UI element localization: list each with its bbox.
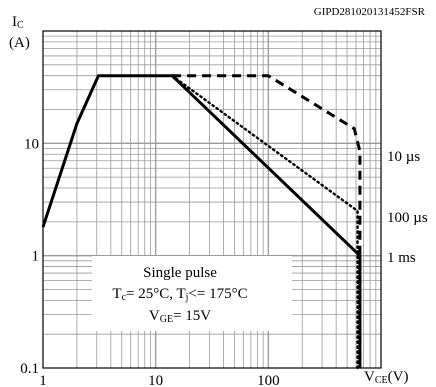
y-tick-label: 10 <box>24 136 39 152</box>
annotation-line-3: VGE= 15V <box>149 308 211 325</box>
series-1ms-line <box>41 74 362 368</box>
x-tick-label: 100 <box>257 373 280 387</box>
annotation-line-2: Tc= 25°C, Tj<= 175°C <box>112 286 247 303</box>
plot-frame <box>42 30 382 369</box>
y-tick-label: 1 <box>32 249 40 265</box>
x-tick-label: 1 <box>39 373 47 387</box>
annotation-box <box>92 256 292 331</box>
x-axis-label: VCE(V) <box>364 369 408 386</box>
annotation-line-1: Single pulse <box>143 265 217 281</box>
y-axis-unit: (A) <box>9 35 30 51</box>
x-tick-label: 10 <box>148 373 163 387</box>
series-100s-line <box>170 74 359 370</box>
series-10s-line <box>172 74 362 368</box>
y-axis-label: IC <box>12 14 24 31</box>
figure-code: GIPD281020131452FSR <box>314 6 426 18</box>
series-label-1ms: 1 ms <box>387 250 416 266</box>
series-label-100us: 100 µs <box>387 210 428 226</box>
series-label-10us: 10 µs <box>387 149 420 165</box>
y-tick-label: 0.1 <box>20 361 39 377</box>
soa-curves <box>41 74 362 370</box>
